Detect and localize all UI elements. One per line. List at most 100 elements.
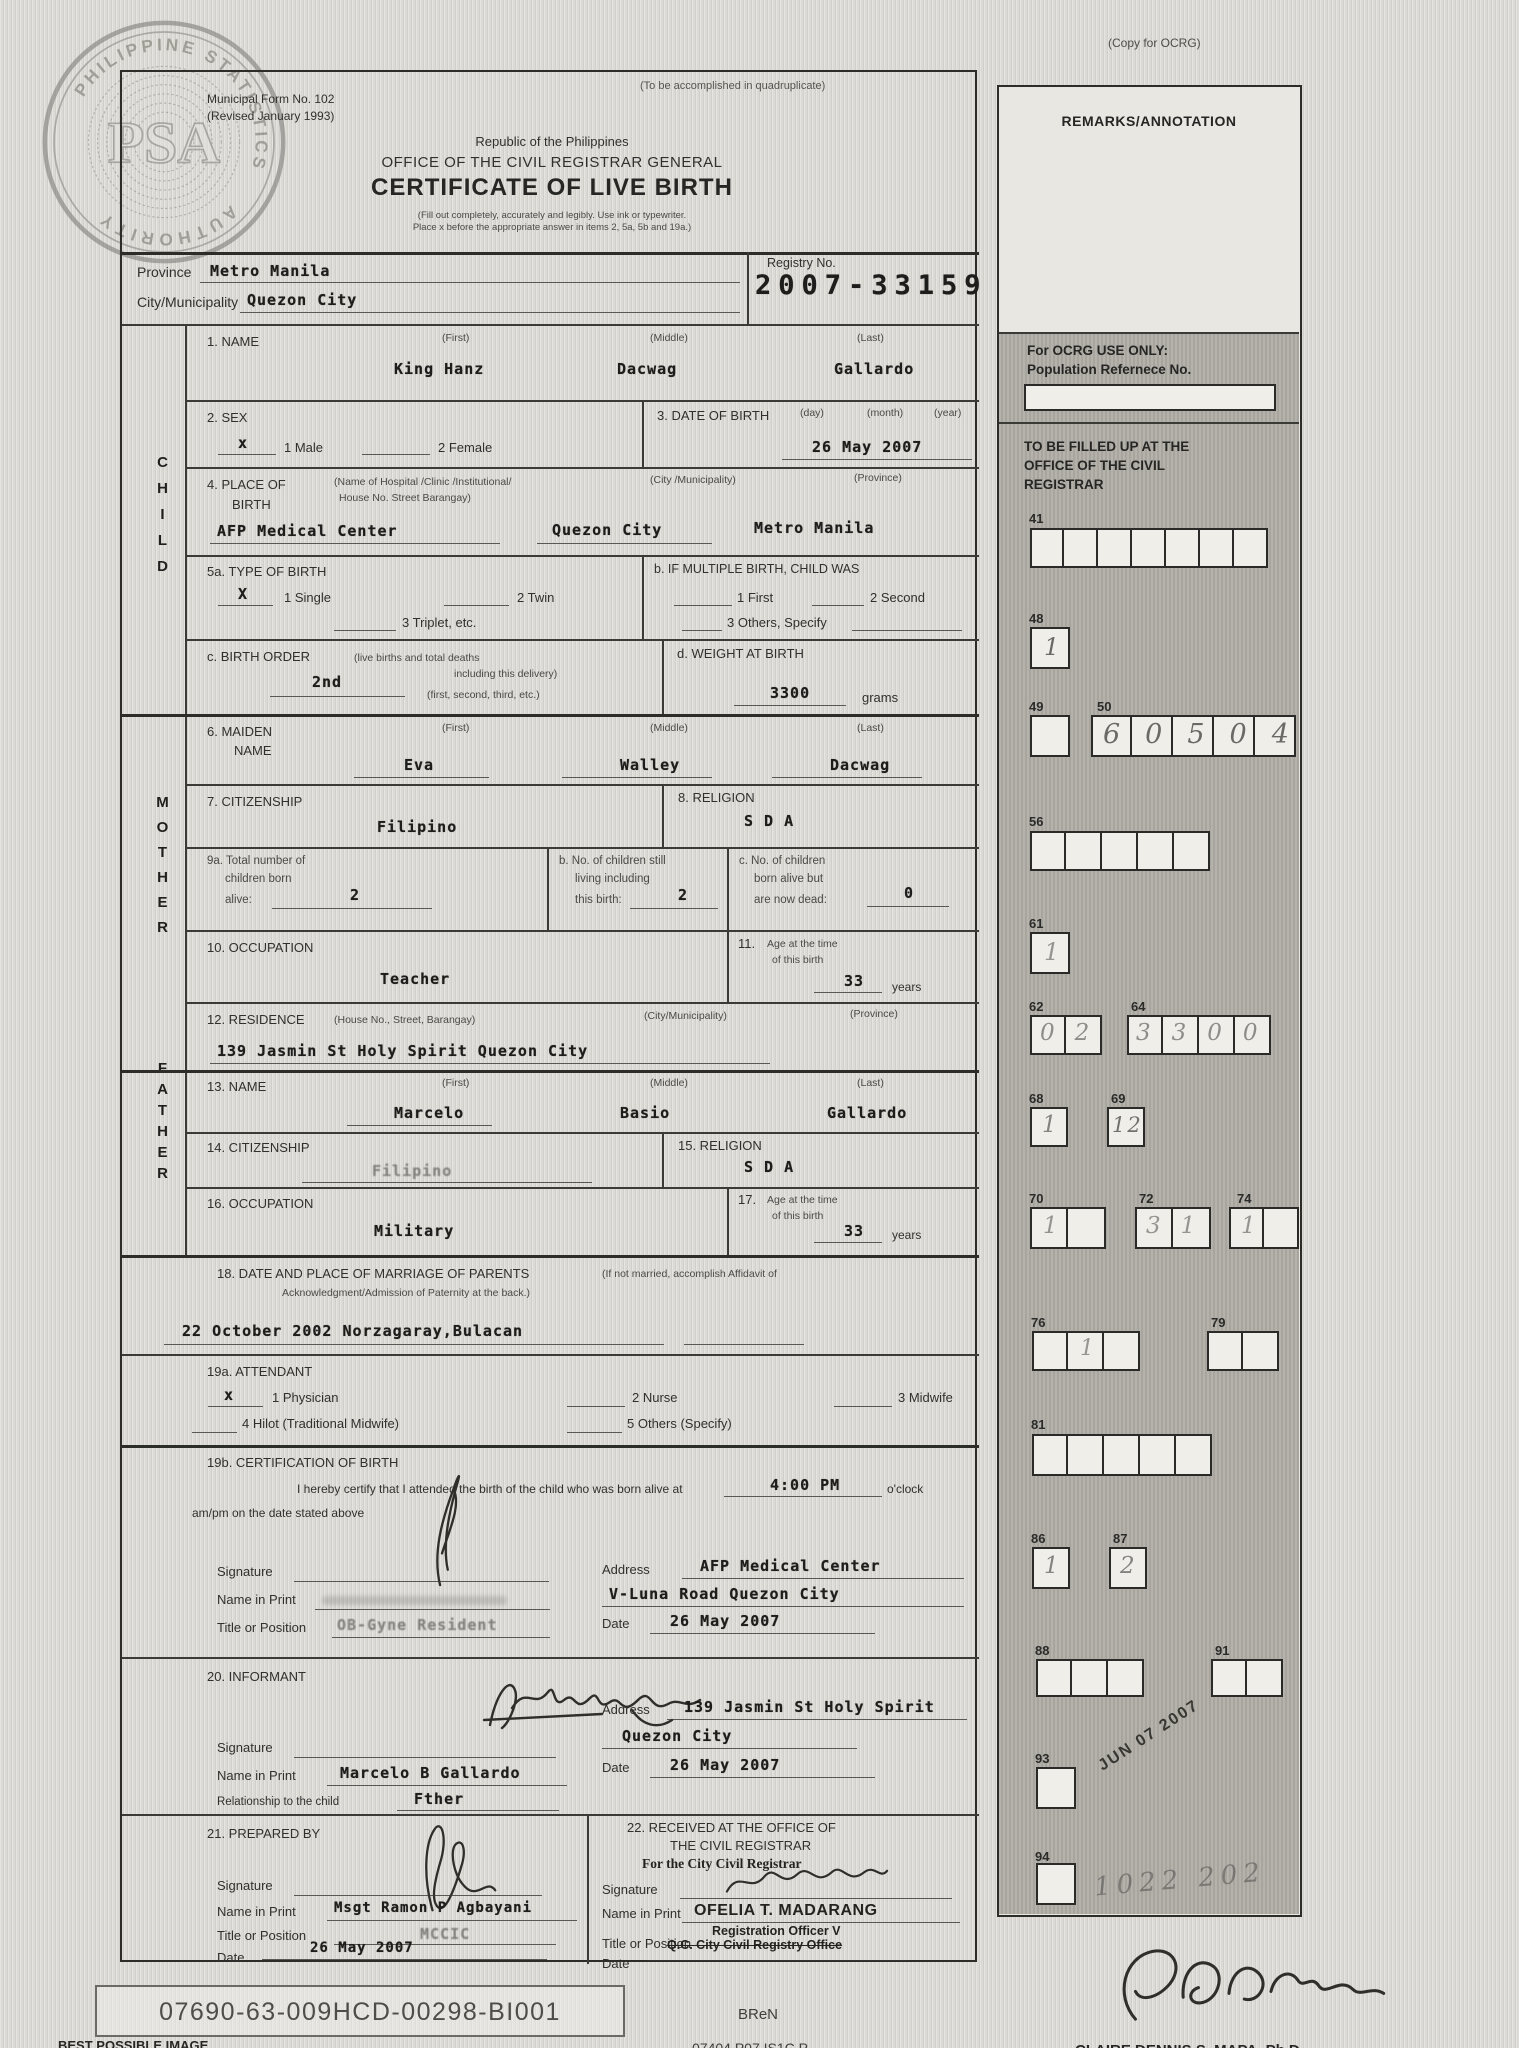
bren-code: 07404 P07 IS1C P <box>692 2040 808 2048</box>
mother-citizenship-label: 7. CITIZENSHIP <box>207 794 303 809</box>
children-living-label-1: b. No. of children still <box>559 855 666 867</box>
ocrg-cell <box>1036 1659 1072 1697</box>
ocrg-field-68-boxes: 1 <box>1030 1107 1068 1147</box>
prepared-name-line <box>327 1920 577 1921</box>
pob-province-value: Metro Manila <box>754 519 875 537</box>
certification-date-label: Date <box>602 1616 630 1631</box>
ocrg-cell <box>1030 831 1066 871</box>
children-living-value: 2 <box>678 886 689 904</box>
fill-up-line-3: REGISTRAR <box>1024 477 1104 492</box>
tob-triplet-line <box>334 630 396 631</box>
remarks-column-frame: REMARKS/ANNOTATION For OCRG USE ONLY: Po… <box>997 85 1302 1917</box>
ocrg-field-64-boxes: 3300 <box>1127 1015 1271 1055</box>
sex-label: 2. SEX <box>207 410 248 425</box>
children-born-label-1: 9a. Total number of <box>207 855 306 867</box>
province-underline <box>200 282 740 283</box>
population-ref-label: Population Refernece No. <box>1027 362 1192 377</box>
ocrg-cell <box>1140 1434 1176 1476</box>
residence-city-hint: (City/Municipality) <box>644 1010 727 1022</box>
ocrg-cell <box>1032 1331 1068 1371</box>
informant-address-line-1 <box>667 1719 967 1720</box>
certification-address-label: Address <box>602 1562 650 1577</box>
informant-label: 20. INFORMANT <box>207 1669 306 1684</box>
mother-first-hint: (First) <box>442 722 470 734</box>
marriage-note-1: (If not married, accomplish Affidavit of <box>602 1268 777 1280</box>
ocrg-field-87-value: 2 <box>1120 1553 1135 1579</box>
birth-order-hint-3: (first, second, third, etc.) <box>427 689 540 701</box>
dob-label: 3. DATE OF BIRTH <box>657 408 770 423</box>
ocrg-cell <box>1030 932 1070 974</box>
prepared-signature-line <box>294 1895 542 1896</box>
ocrg-field-79-boxes <box>1207 1331 1279 1371</box>
tob-triplet-option: 3 Triplet, etc. <box>402 615 477 630</box>
dob-month-hint: (month) <box>867 407 904 419</box>
ocrg-field-94-boxes <box>1036 1863 1076 1905</box>
received-name-value: OFELIA T. MADARANG <box>694 1902 878 1919</box>
ocrg-field-72-value: 31 <box>1146 1213 1216 1239</box>
mb-others-line <box>852 630 962 631</box>
sex-male-option: 1 Male <box>284 440 324 455</box>
ocrg-field-41-label: 41 <box>1029 511 1044 526</box>
certification-address-1: AFP Medical Center <box>700 1557 881 1575</box>
children-born-underline <box>272 908 432 909</box>
pob-province-hint: (Province) <box>854 472 902 484</box>
divider <box>999 332 1299 334</box>
prepared-title-label: Title or Position <box>217 1928 307 1943</box>
attendant-physician-line <box>208 1406 263 1407</box>
father-years-label: years <box>892 1228 922 1242</box>
city-label: City/Municipality <box>137 294 239 310</box>
mb-first-line <box>674 605 732 606</box>
received-date-line <box>647 1960 909 1961</box>
ocrg-field-62-label: 62 <box>1029 999 1044 1014</box>
ocrg-cell <box>1264 1207 1299 1249</box>
form-number: Municipal Form No. 102 <box>207 92 335 106</box>
received-for-registrar-stamp: For the City Civil Registrar <box>642 1856 802 1871</box>
tob-twin-line <box>444 605 509 606</box>
province-label: Province <box>137 264 192 280</box>
father-age-value: 33 <box>844 1222 865 1240</box>
divider <box>747 252 749 324</box>
prepared-by-label: 21. PREPARED BY <box>207 1826 321 1841</box>
children-dead-label-2: born alive but <box>754 873 824 885</box>
ocrg-field-91-label: 91 <box>1215 1643 1230 1658</box>
ocrg-cell <box>1098 528 1132 568</box>
barcode-id-box: 07690-63-009HCD-00298-BI001 <box>95 1985 625 2037</box>
best-possible-image-label: BEST POSSIBLE IMAGE <box>58 2038 209 2048</box>
maiden-name-label-2: NAME <box>234 743 272 758</box>
ocrg-cell <box>1176 1434 1212 1476</box>
ocrg-field-72-label: 72 <box>1139 1191 1154 1206</box>
residence-label: 12. RESIDENCE <box>207 1012 305 1027</box>
birth-order-hint-1: (live births and total deaths <box>354 652 480 664</box>
divider <box>122 324 979 326</box>
ocrg-cell <box>1166 528 1200 568</box>
sex-mark: x <box>238 434 249 452</box>
ocrg-field-48-value: 1 <box>1044 633 1060 661</box>
ocrg-field-94-label: 94 <box>1035 1849 1050 1864</box>
children-dead-label-3: are now dead: <box>754 894 827 906</box>
mother-last-hint: (Last) <box>857 722 884 734</box>
ocrg-cell <box>1030 528 1064 568</box>
ocrg-field-79-label: 79 <box>1211 1315 1226 1330</box>
ocrg-cell <box>1234 528 1268 568</box>
prepared-by-signature <box>425 1825 497 1912</box>
mother-first-underline <box>354 777 489 778</box>
certification-oclock: o'clock <box>887 1482 924 1496</box>
attendant-midwife-line <box>834 1406 892 1407</box>
divider <box>727 847 729 930</box>
ocrg-cell <box>1207 1331 1243 1371</box>
fill-up-line-2: OFFICE OF THE CIVIL <box>1024 458 1165 473</box>
ocrg-cell <box>1173 715 1214 757</box>
children-dead-value: 0 <box>904 884 915 902</box>
mother-age-value: 33 <box>844 972 865 990</box>
mb-others-option: 3 Others, Specify <box>727 615 827 630</box>
ocrg-cell <box>1036 1863 1076 1905</box>
weight-label: d. WEIGHT AT BIRTH <box>677 646 804 661</box>
pob-hospital-value: AFP Medical Center <box>217 522 398 540</box>
father-citizenship-label: 14. CITIZENSHIP <box>207 1140 310 1155</box>
informant-signature <box>482 1684 702 1730</box>
certification-name-line <box>315 1609 550 1610</box>
father-age-hint-1: Age at the time <box>767 1194 838 1206</box>
ocrg-field-72-boxes: 31 <box>1135 1207 1211 1249</box>
birth-order-value: 2nd <box>312 673 343 691</box>
divider <box>185 1132 979 1134</box>
